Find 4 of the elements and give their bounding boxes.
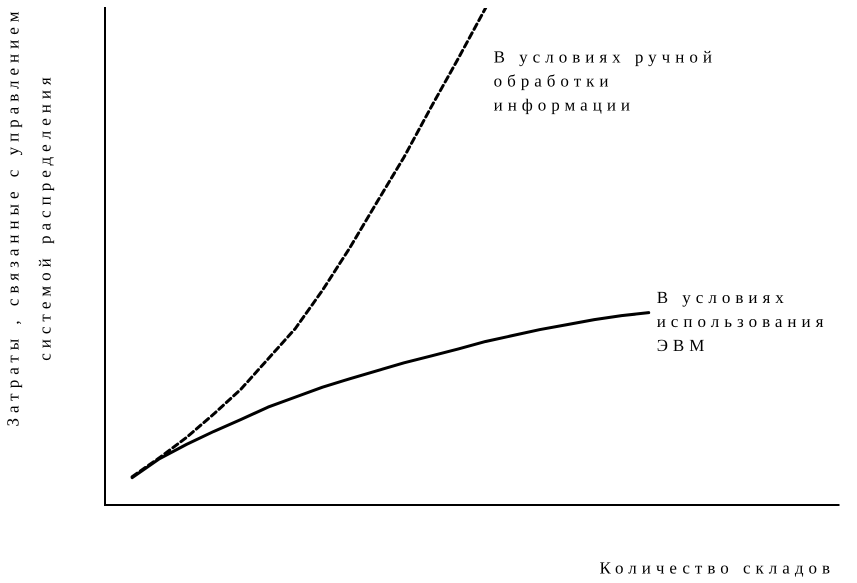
y-axis-title: Затраты , связанные с управлением системой распределения: [3, 6, 54, 427]
series-label: В условиях использования ЭВМ: [656, 288, 828, 356]
x-axis-title: Количество складов: [599, 558, 835, 578]
series-label: В условиях ручной обработки информации: [494, 47, 717, 114]
